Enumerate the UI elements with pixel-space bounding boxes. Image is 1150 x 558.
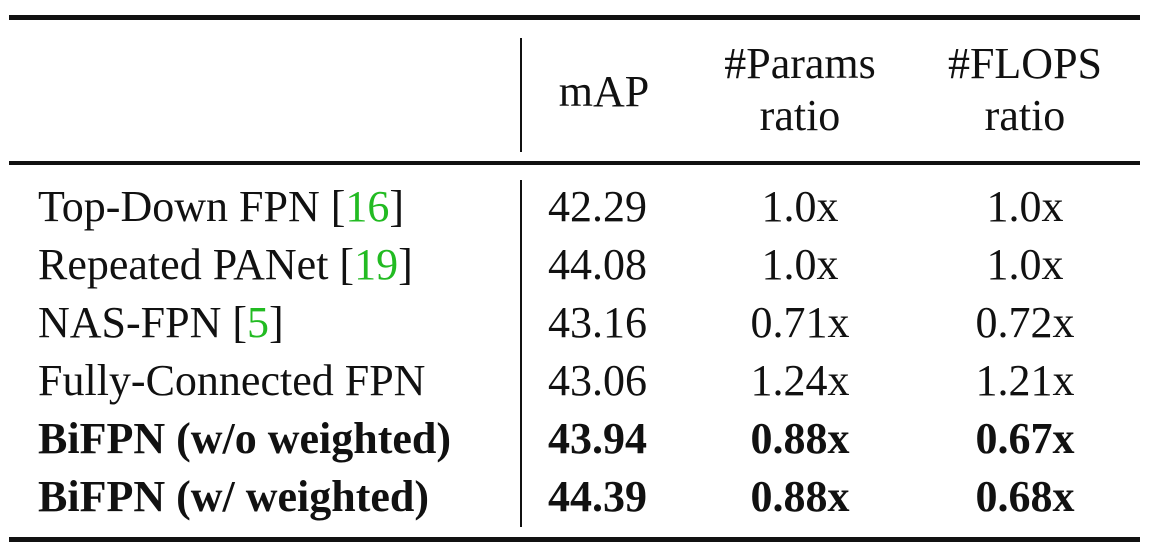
row-map: 43.94 (548, 414, 647, 463)
header-flops: #FLOPS ratio (920, 38, 1130, 142)
row-params: 1.0x (761, 182, 839, 231)
row-flops: 1.0x (986, 182, 1064, 231)
row-params: 1.0x (761, 240, 839, 289)
table-bottom-rule (9, 537, 1140, 542)
citation-link[interactable]: 16 (345, 182, 390, 231)
row-map: 44.08 (548, 240, 647, 289)
row-flops: 1.0x (986, 240, 1064, 289)
citation-link[interactable]: 5 (247, 298, 270, 347)
table-header-rule (9, 161, 1140, 165)
row-method: NAS-FPN [5] (38, 298, 284, 347)
row-flops: 0.67x (975, 414, 1075, 463)
header-flops-line2: ratio (984, 91, 1066, 140)
header-column-divider (520, 38, 522, 152)
row-params: 0.71x (750, 298, 850, 347)
header-map-label: mAP (558, 67, 650, 116)
row-flops: 1.21x (975, 356, 1075, 405)
row-map: 43.16 (548, 298, 647, 347)
header-params-line2: ratio (759, 91, 841, 140)
table-top-rule (9, 15, 1140, 20)
row-params: 0.88x (750, 472, 850, 521)
citation-link[interactable]: 19 (354, 240, 399, 289)
row-method: BiFPN (w/ weighted) (38, 472, 430, 521)
row-params: 0.88x (750, 414, 850, 463)
row-flops: 0.68x (975, 472, 1075, 521)
row-params: 1.24x (750, 356, 850, 405)
row-method: BiFPN (w/o weighted) (38, 414, 452, 463)
row-method: Repeated PANet [19] (38, 240, 413, 289)
row-flops: 0.72x (975, 298, 1075, 347)
header-params-line1: #Params (724, 39, 876, 88)
body-column-divider (520, 180, 522, 527)
row-map: 43.06 (548, 356, 647, 405)
row-map: 44.39 (548, 472, 647, 521)
row-method: Fully-Connected FPN (38, 356, 426, 405)
header-map: mAP (548, 66, 660, 118)
row-method: Top-Down FPN [16] (38, 182, 405, 231)
header-params: #Params ratio (700, 38, 900, 142)
header-flops-line1: #FLOPS (947, 39, 1103, 88)
row-map: 42.29 (548, 182, 647, 231)
